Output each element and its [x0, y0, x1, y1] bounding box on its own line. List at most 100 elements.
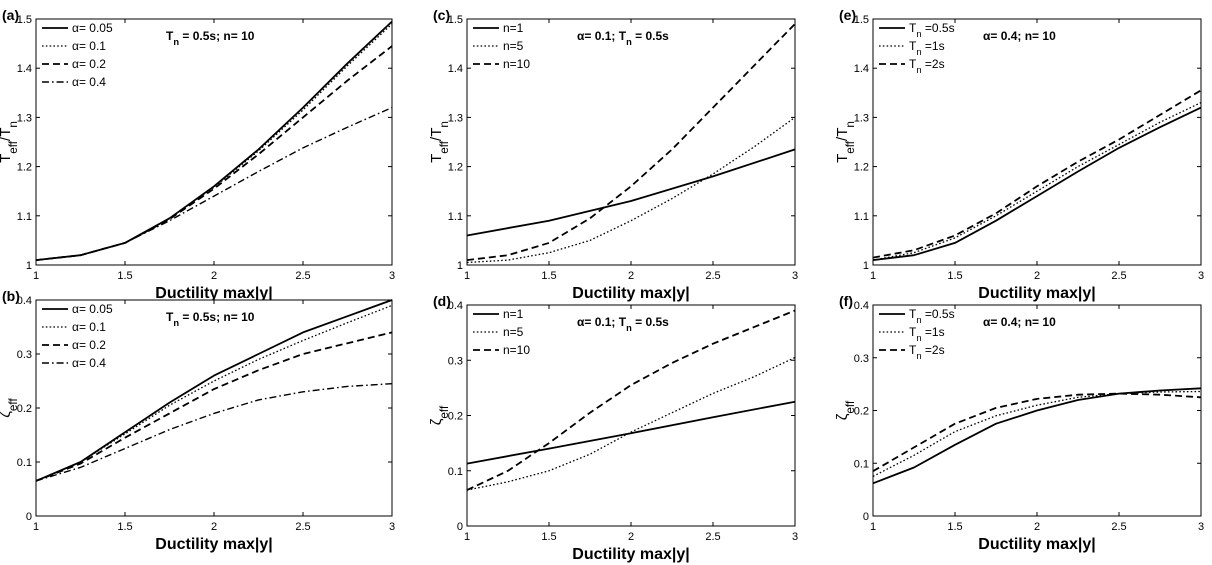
legend-label: n=10	[503, 57, 530, 71]
legend-label: Tn =0.5s	[909, 307, 955, 325]
series-line-b-1	[35, 304, 393, 482]
y-tick-label: 0	[457, 521, 463, 533]
y-tick-label: 0.2	[854, 406, 869, 418]
x-tick-label: 1.5	[117, 521, 132, 533]
x-tick-label: 2.5	[705, 531, 720, 543]
x-tick-label: 2	[1034, 270, 1040, 282]
y-tick-label: 1	[457, 260, 463, 272]
legend-label: Tn =0.5s	[909, 21, 955, 39]
y-tick-label: 1.5	[854, 14, 869, 26]
x-tick-label: 3	[792, 531, 798, 543]
y-axis-label: ζeff	[0, 398, 20, 418]
y-tick-label: 0.2	[448, 411, 463, 423]
y-tick-label: 0.3	[17, 349, 32, 361]
legend-label: α= 0.1	[72, 39, 106, 53]
x-tick-label: 2	[211, 270, 217, 282]
plot-area-d	[466, 304, 796, 527]
x-tick-label: 3	[389, 521, 395, 533]
x-tick-label: 2	[628, 531, 634, 543]
y-axis-label: ζeff	[428, 405, 451, 425]
x-tick-label: 2.5	[1111, 270, 1126, 282]
y-tick-label: 0.1	[448, 466, 463, 478]
y-tick-label: 1.2	[854, 162, 869, 174]
y-tick-label: 0	[26, 511, 32, 523]
legend-label: n=1	[503, 307, 524, 321]
panel-annotation: Tn = 0.5s; n= 10	[166, 29, 255, 47]
x-tick-label: 1	[33, 270, 39, 282]
x-tick-label: 1.5	[541, 270, 556, 282]
legend-label: Tn =2s	[909, 57, 945, 75]
series-line-f-0	[872, 387, 1202, 485]
series-line-b-2	[35, 331, 393, 482]
x-tick-label: 2.5	[1111, 521, 1126, 533]
x-tick-label: 3	[1198, 521, 1204, 533]
y-tick-label: 1	[863, 260, 869, 272]
panel-a: 1 1.5 2 2.5 3 1 1.1 1.2 1.3 1.4 1.5 α= 0.05 α= 0.1 α=…	[0, 7, 395, 302]
legend-label: n=10	[503, 343, 530, 357]
y-tick-label: 1.1	[448, 211, 463, 223]
y-tick-label: 0.4	[448, 300, 463, 312]
x-tick-label: 1.5	[117, 270, 132, 282]
panel-c: 1 1.5 2 2.5 3 1 1.1 1.2 1.3 1.4 1.5 n=1 n=5 n=10 α= 0.…	[428, 7, 798, 302]
panel-label: (b)	[2, 288, 20, 304]
y-tick-label: 0.3	[448, 355, 463, 367]
y-tick-label: 1.5	[448, 14, 463, 26]
x-tick-label: 2.5	[295, 521, 310, 533]
x-axis-label: Ductility max|y|	[155, 536, 272, 553]
series-line-d-2	[466, 309, 796, 491]
plot-area-c	[466, 18, 796, 266]
y-tick-label: 1	[26, 260, 32, 272]
x-tick-label: 3	[389, 270, 395, 282]
x-tick-label: 1	[870, 521, 876, 533]
y-tick-label: 1.3	[17, 112, 32, 124]
series-line-b-3	[35, 383, 393, 482]
y-tick-label: 1.4	[448, 63, 463, 75]
y-axis-label: Teff/Tn	[428, 121, 451, 163]
panel-label: (f)	[839, 293, 853, 309]
legend-label: n=5	[503, 39, 524, 53]
legend-label: α= 0.1	[72, 320, 106, 334]
panel-label: (c)	[433, 7, 450, 23]
x-tick-label: 2.5	[705, 270, 720, 282]
plot-area-e	[872, 18, 1202, 266]
legend-label: n=5	[503, 325, 524, 339]
series-line-a-3	[35, 106, 393, 261]
series-line-c-0	[466, 148, 796, 237]
y-tick-label: 0.1	[17, 457, 32, 469]
y-tick-label: 1.4	[854, 63, 869, 75]
panel-label: (d)	[433, 293, 451, 309]
series-line-f-2	[872, 392, 1202, 472]
y-tick-label: 1.2	[17, 162, 32, 174]
panel-annotation: Tn = 0.5s; n= 10	[166, 310, 255, 328]
legend-label: Tn =2s	[909, 343, 945, 361]
plot-area-b	[35, 299, 393, 517]
y-tick-label: 0.3	[854, 353, 869, 365]
series-line-d-1	[466, 356, 796, 491]
legend-label: Tn =1s	[909, 325, 945, 343]
y-tick-label: 1.3	[448, 112, 463, 124]
series-line-d-0	[466, 400, 796, 465]
x-tick-label: 1	[33, 521, 39, 533]
y-tick-label: 0	[863, 511, 869, 523]
y-axis-label: Teff/Tn	[0, 121, 20, 163]
legend-label: α= 0.2	[72, 57, 106, 71]
panel-label: (a)	[2, 7, 19, 23]
x-tick-label: 3	[1198, 270, 1204, 282]
series-line-e-1	[872, 102, 1202, 261]
x-tick-label: 2	[211, 521, 217, 533]
legend-label: n=1	[503, 21, 524, 35]
y-tick-label: 1.3	[854, 112, 869, 124]
series-line-e-2	[872, 89, 1202, 259]
y-tick-label: 0.1	[854, 458, 869, 470]
panel-annotation: α= 0.4; n= 10	[983, 315, 1056, 329]
y-tick-label: 1.4	[17, 63, 32, 75]
panel-b: 1 1.5 2 2.5 3 0 0.1 0.2 0.3 0.4 α= 0.05 α= 0.1 α= 0.…	[0, 288, 395, 553]
y-axis-label: ζeff	[834, 400, 857, 420]
y-tick-label: 0.4	[854, 300, 869, 312]
x-tick-label: 2	[628, 270, 634, 282]
panel-annotation: α= 0.1; Tn = 0.5s	[577, 29, 669, 47]
y-tick-label: 1.2	[448, 162, 463, 174]
